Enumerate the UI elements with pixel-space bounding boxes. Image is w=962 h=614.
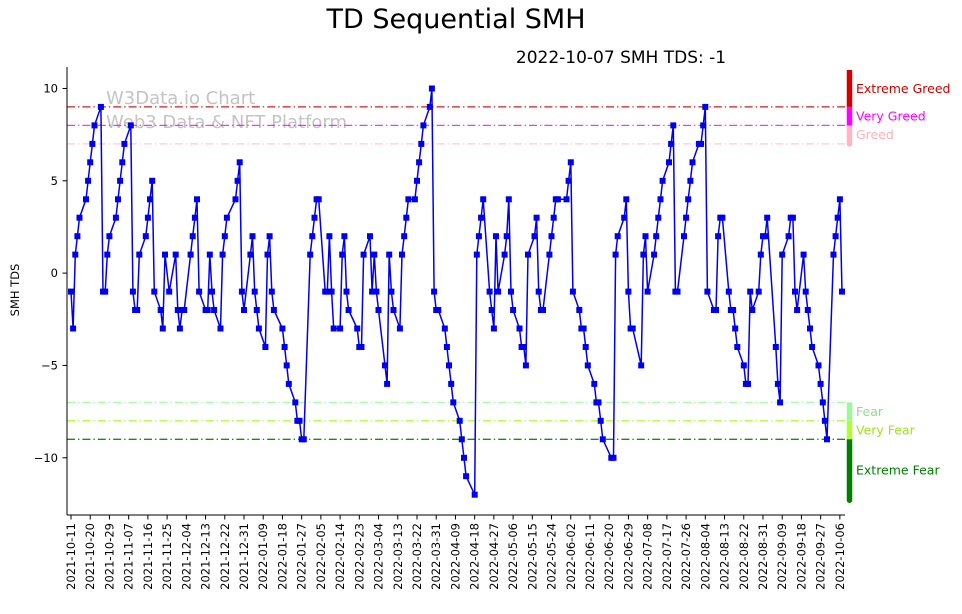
zone-label-fear: Fear xyxy=(856,404,884,419)
x-tick-label: 2022-02-23 xyxy=(352,523,366,590)
x-tick-labels: 2021-10-11 2021-10-20 2021-10-29 2021-11-07… xyxy=(64,515,847,590)
x-tick-label: 2022-05-06 xyxy=(506,523,520,590)
y-tick-label: 5 xyxy=(51,174,58,188)
zone-label-very-greed: Very Greed xyxy=(856,109,926,124)
x-tick-label: 2022-03-22 xyxy=(410,523,424,590)
x-tick-label: 2022-04-27 xyxy=(487,523,501,590)
y-tick-labels: 10 5 0 −5 −10 xyxy=(34,82,67,465)
x-tick-label: 2021-10-29 xyxy=(102,523,116,590)
x-tick-label: 2022-05-15 xyxy=(525,523,539,590)
x-tick-label: 2022-01-09 xyxy=(256,523,270,590)
x-tick-label: 2022-07-08 xyxy=(641,523,655,590)
x-tick-label: 2022-08-04 xyxy=(698,523,712,590)
x-tick-label: 2022-02-14 xyxy=(333,523,347,590)
threshold-lines xyxy=(67,106,845,440)
x-tick-label: 2022-02-05 xyxy=(314,523,328,590)
x-tick-label: 2022-06-02 xyxy=(564,523,578,590)
x-tick-label: 2022-10-06 xyxy=(833,523,847,590)
x-tick-label: 2021-11-16 xyxy=(141,523,155,590)
watermark-line2: Web3 Data & NFT Platform xyxy=(106,112,348,133)
x-tick-label: 2021-11-25 xyxy=(160,523,174,590)
x-tick-label: 2022-09-09 xyxy=(775,523,789,590)
x-tick-label: 2021-12-22 xyxy=(218,523,232,590)
x-tick-label: 2022-09-27 xyxy=(814,523,828,590)
x-tick-label: 2022-07-17 xyxy=(660,523,674,590)
x-tick-label: 2021-12-13 xyxy=(199,523,213,590)
x-tick-label: 2022-03-04 xyxy=(372,523,386,590)
x-tick-label: 2022-06-20 xyxy=(602,523,616,590)
y-tick-label: 0 xyxy=(51,266,58,280)
series-markers xyxy=(68,85,845,498)
x-tick-label: 2021-10-20 xyxy=(83,523,97,590)
x-tick-label: 2022-07-26 xyxy=(679,523,693,590)
x-tick-label: 2022-05-24 xyxy=(545,523,559,590)
zone-labels: Extreme Greed Very Greed Greed Fear Very Fea… xyxy=(856,81,950,477)
zone-label-very-fear: Very Fear xyxy=(856,423,916,438)
y-tick-label: −5 xyxy=(41,358,58,372)
x-tick-label: 2022-06-29 xyxy=(621,523,635,590)
zone-label-greed: Greed xyxy=(856,127,894,142)
axes xyxy=(66,67,845,516)
x-tick-label: 2022-04-09 xyxy=(448,523,462,590)
x-tick-label: 2021-11-07 xyxy=(122,523,136,590)
x-tick-label: 2021-12-04 xyxy=(179,523,193,590)
chart-subtitle: 2022-10-07 SMH TDS: -1 xyxy=(515,48,727,68)
y-tick-label: 10 xyxy=(43,82,58,96)
x-tick-label: 2021-10-11 xyxy=(64,523,78,590)
x-tick-label: 2022-09-18 xyxy=(794,523,808,590)
watermark-line1: W3Data.io Chart xyxy=(106,88,256,109)
chart-title: TD Sequential SMH xyxy=(326,4,586,35)
x-tick-label: 2022-01-18 xyxy=(275,523,289,590)
x-tick-label: 2021-12-31 xyxy=(237,523,251,590)
x-tick-label: 2022-01-27 xyxy=(295,523,309,590)
x-tick-label: 2022-04-18 xyxy=(468,523,482,590)
x-tick-label: 2022-08-31 xyxy=(756,523,770,590)
y-tick-label: −10 xyxy=(34,451,58,465)
zone-label-extreme-greed: Extreme Greed xyxy=(856,81,950,96)
x-tick-label: 2022-03-31 xyxy=(429,523,443,590)
x-tick-label: 2022-08-22 xyxy=(737,523,751,590)
zone-label-extreme-fear: Extreme Fear xyxy=(856,462,940,477)
x-tick-label: 2022-03-13 xyxy=(391,523,405,590)
x-tick-label: 2022-06-11 xyxy=(583,523,597,590)
x-tick-label: 2022-08-13 xyxy=(718,523,732,590)
